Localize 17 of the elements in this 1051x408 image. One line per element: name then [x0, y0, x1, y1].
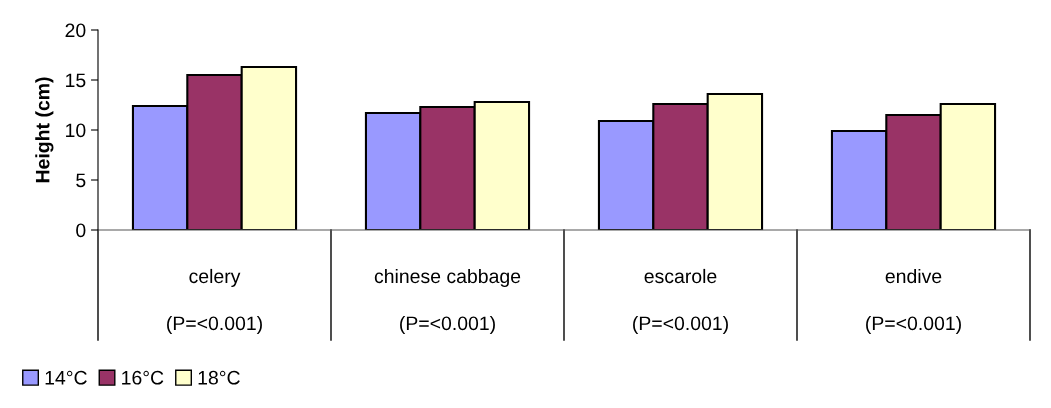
- y-tick-label: 5: [76, 173, 86, 188]
- legend-label: 16°C: [122, 370, 164, 385]
- y-tick-label: 15: [66, 73, 86, 88]
- x-tick-label: celery: [189, 268, 241, 288]
- x-tick-label: chinese cabbage: [374, 268, 521, 288]
- text: (P=<0.001): [866, 315, 961, 335]
- text: (P=<0.001): [633, 315, 728, 335]
- x-tick-label: escarole: [644, 268, 717, 284]
- y-axis-title: Height (cm): [35, 77, 54, 183]
- text: (P=<0.001): [400, 315, 495, 335]
- y-tick-label: 0: [76, 223, 86, 238]
- legend-label: 14°C: [45, 370, 87, 385]
- y-tick-label: 20: [65, 23, 86, 38]
- legend-label: 18°C: [198, 370, 240, 385]
- y-tick-label: 10: [66, 123, 86, 138]
- x-tick-label: endive: [885, 268, 942, 284]
- text: (P=<0.001): [167, 315, 262, 335]
